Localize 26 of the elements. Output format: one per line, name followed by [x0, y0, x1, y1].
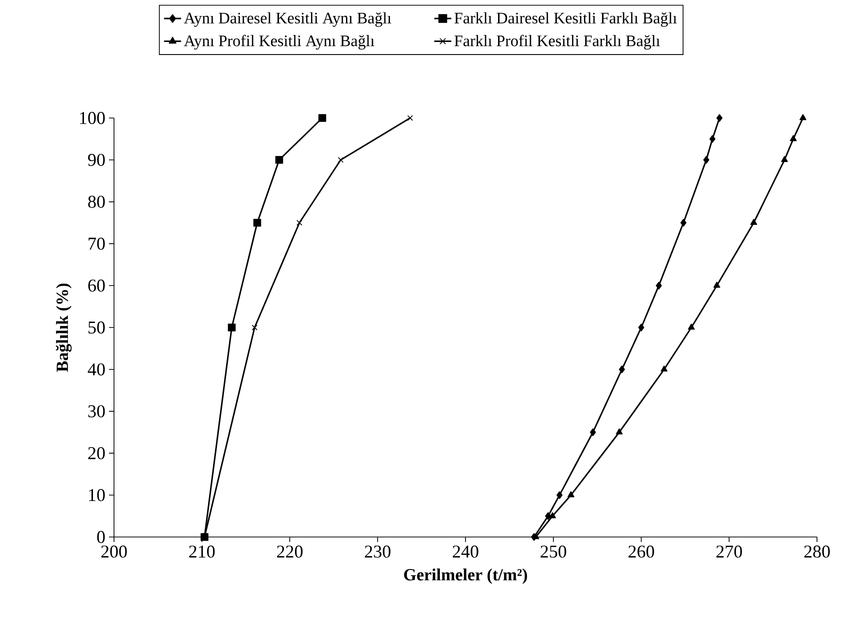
y-tick-label: 100 — [80, 112, 105, 124]
x-tick-label: 230 — [364, 546, 390, 558]
x-axis-title: Gerilmeler (t/m²) — [404, 568, 528, 584]
x-tick-label: 260 — [628, 546, 654, 558]
legend-label: Farklı Profil Kesitli Farklı Bağlı — [454, 34, 660, 50]
x-tick-label: 250 — [540, 546, 566, 558]
y-tick-label: 30 — [88, 405, 105, 418]
x-tick-label: 220 — [277, 546, 303, 558]
y-tick-label: 70 — [88, 238, 105, 250]
y-tick-label: 10 — [89, 489, 105, 502]
legend-label: Farklı Dairesel Kesitli Farklı Bağlı — [454, 12, 677, 27]
y-tick-label: 20 — [88, 447, 105, 460]
y-tick-label: 50 — [88, 321, 105, 334]
y-tick-label: 40 — [88, 363, 105, 376]
x-tick-label: 270 — [716, 546, 742, 558]
x-tick-label: 210 — [189, 546, 215, 558]
legend-label: Aynı Profil Kesitli Aynı Bağlı — [184, 34, 374, 50]
y-tick-label: 60 — [88, 280, 105, 292]
y-tick-label: 80 — [88, 196, 105, 208]
x-tick-label: 240 — [452, 546, 478, 558]
x-tick-label: 200 — [101, 546, 127, 558]
y-tick-label: 0 — [97, 530, 105, 544]
y-axis-title: Bağlılık (%) — [56, 284, 72, 372]
y-tick-label: 90 — [88, 154, 105, 166]
x-tick-label: 280 — [804, 546, 830, 558]
legend-label: Aynı Dairesel Kesitli Aynı Bağlı — [184, 12, 392, 27]
